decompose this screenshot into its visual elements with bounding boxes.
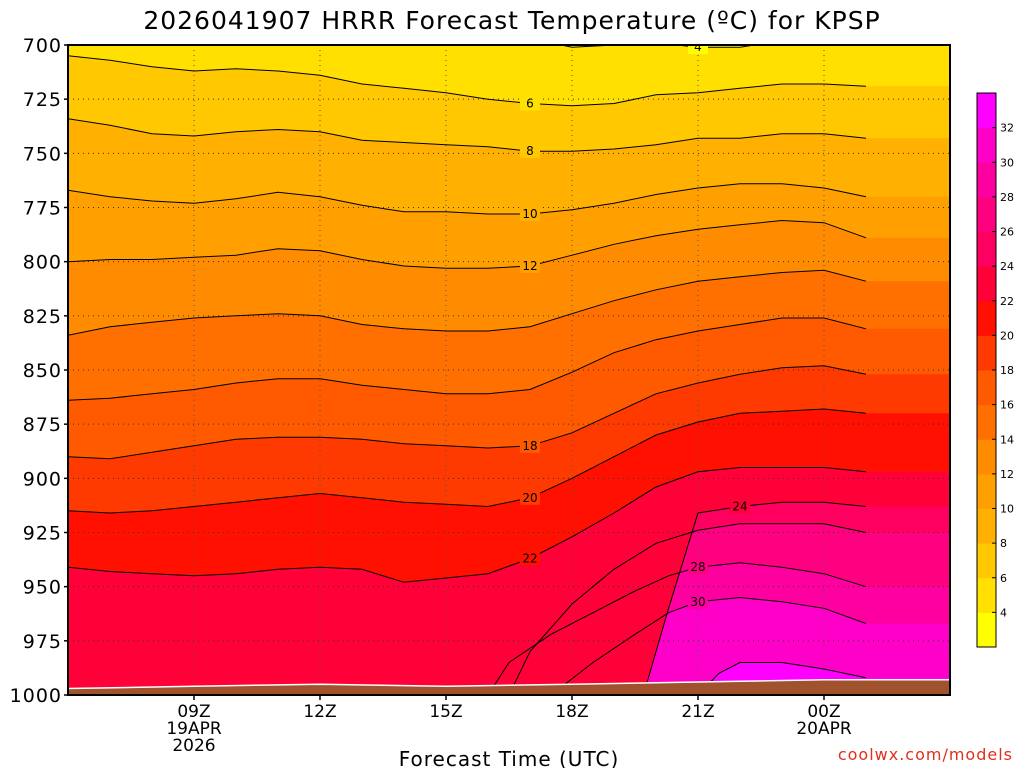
x-tick-label: 15Z [429, 702, 462, 722]
colorbar-swatch [977, 127, 996, 163]
isotherm-label: 22 [522, 552, 537, 566]
y-tick-label: 725 [23, 89, 62, 111]
colorbar-swatch [977, 543, 996, 579]
isotherm-label: 30 [690, 595, 705, 609]
isotherm-label: 12 [522, 259, 537, 273]
y-tick-label: 1000 [10, 685, 62, 707]
colorbar-label: 6 [1000, 572, 1007, 585]
x-tick-label: 18Z [555, 702, 588, 722]
colorbar-swatch [977, 473, 996, 509]
colorbar-swatch [977, 612, 996, 648]
isotherm-22 [68, 467, 867, 583]
y-tick-label: 775 [23, 198, 62, 220]
isotherm-label-bg [520, 207, 540, 221]
isotherm-label-bg [520, 490, 540, 505]
x-tick-label: 2026 [172, 736, 215, 756]
isotherm-label: 18 [522, 439, 537, 453]
isotherm-6 [68, 55, 867, 107]
colorbar-swatch [977, 162, 996, 198]
terrain-below-surface [68, 679, 950, 695]
isotherm-label-bg [730, 499, 750, 514]
colorbar-swatch [977, 335, 996, 371]
y-tick-label: 825 [23, 306, 62, 328]
colorbar-label: 14 [1000, 433, 1014, 446]
x-tick-label: 12Z [303, 702, 336, 722]
colorbar-swatch [977, 439, 996, 475]
colorbar-swatch [977, 196, 996, 232]
colorbar: 4 6 8 10 12 14 16 18 20 22 24 26 28 30 32 [976, 92, 1014, 648]
isotherm-label: 28 [690, 560, 705, 574]
isotherm-16 [68, 317, 867, 401]
colorbar-label: 28 [1000, 191, 1014, 204]
isotherm-label: 6 [526, 97, 534, 111]
y-tick-label: 900 [23, 468, 62, 490]
isotherm-26 [508, 523, 867, 695]
isotherm-12 [68, 219, 867, 269]
isotherm-label-bg [688, 45, 708, 55]
y-tick-label: 950 [23, 577, 62, 599]
isotherm-32 [697, 662, 867, 695]
x-tick-label: 19APR [166, 719, 222, 739]
isotherm-8 [68, 118, 867, 152]
isotherm-label-bg [520, 96, 540, 111]
y-tick-label: 800 [23, 252, 62, 274]
x-tick-label: 00Z [807, 702, 840, 722]
y-tick-label: 700 [23, 35, 62, 57]
credit-link[interactable]: coolwx.com/models [838, 745, 1013, 764]
isotherm-28 [487, 562, 867, 695]
isotherm-20 [68, 408, 867, 514]
colorbar-swatch [977, 231, 996, 267]
y-tick-label: 925 [23, 523, 62, 545]
x-tick-label: 09Z [177, 702, 210, 722]
y-tick-label: 975 [23, 631, 62, 653]
isotherm-label-bg [688, 594, 708, 609]
colorbar-swatch [977, 266, 996, 302]
isotherm-label-bg [520, 259, 540, 273]
isotherm-14 [68, 269, 867, 336]
isotherm-label-bg [688, 560, 708, 575]
band-below-6 [68, 45, 950, 106]
colorbar-swatch [977, 370, 996, 406]
x-tick-label: 21Z [681, 702, 714, 722]
colorbar-label: 20 [1000, 329, 1014, 342]
colorbar-label: 12 [1000, 468, 1014, 481]
isotherm-label: 10 [522, 207, 537, 221]
colorbar-label: 10 [1000, 503, 1014, 516]
colorbar-swatch [977, 93, 996, 129]
colorbar-label: 24 [1000, 260, 1014, 273]
isotherm-label: 8 [526, 144, 534, 158]
colorbar-label: 16 [1000, 399, 1014, 412]
isotherm-label-bg [520, 144, 540, 159]
y-tick-label: 750 [23, 143, 62, 165]
colorbar-swatch [977, 404, 996, 440]
isotherm-10 [68, 183, 867, 215]
plot-area: 4 6 8 10 12 18 20 22 24 28 30 [67, 40, 951, 696]
x-tick-label: 20APR [796, 719, 852, 739]
colorbar-swatch [977, 577, 996, 613]
colorbar-swatch [977, 300, 996, 336]
isotherm-18 [68, 365, 867, 460]
x-axis-label: Forecast Time (UTC) [399, 747, 620, 768]
y-axis: 700 725 750 775 800 825 850 875 900 925 950 975 1000 [10, 35, 68, 707]
isotherm-label: 20 [522, 491, 537, 505]
isotherm-label: 24 [732, 500, 747, 514]
y-tick-label: 850 [23, 360, 62, 382]
colorbar-label: 8 [1000, 537, 1007, 550]
isotherm-label: 4 [694, 40, 702, 54]
isotherm-label-bg [520, 438, 540, 453]
y-tick-label: 875 [23, 414, 62, 436]
colorbar-label: 4 [1000, 606, 1007, 619]
colorbar-label: 32 [1000, 122, 1014, 135]
colorbar-label: 18 [1000, 364, 1014, 377]
colorbar-label: 26 [1000, 226, 1014, 239]
chart-title: 2026041907 HRRR Forecast Temperature (ºC… [143, 6, 880, 35]
colorbar-label: 22 [1000, 295, 1014, 308]
colorbar-swatch [977, 508, 996, 544]
colorbar-label: 30 [1000, 156, 1014, 169]
isotherm-label-bg [520, 551, 540, 566]
